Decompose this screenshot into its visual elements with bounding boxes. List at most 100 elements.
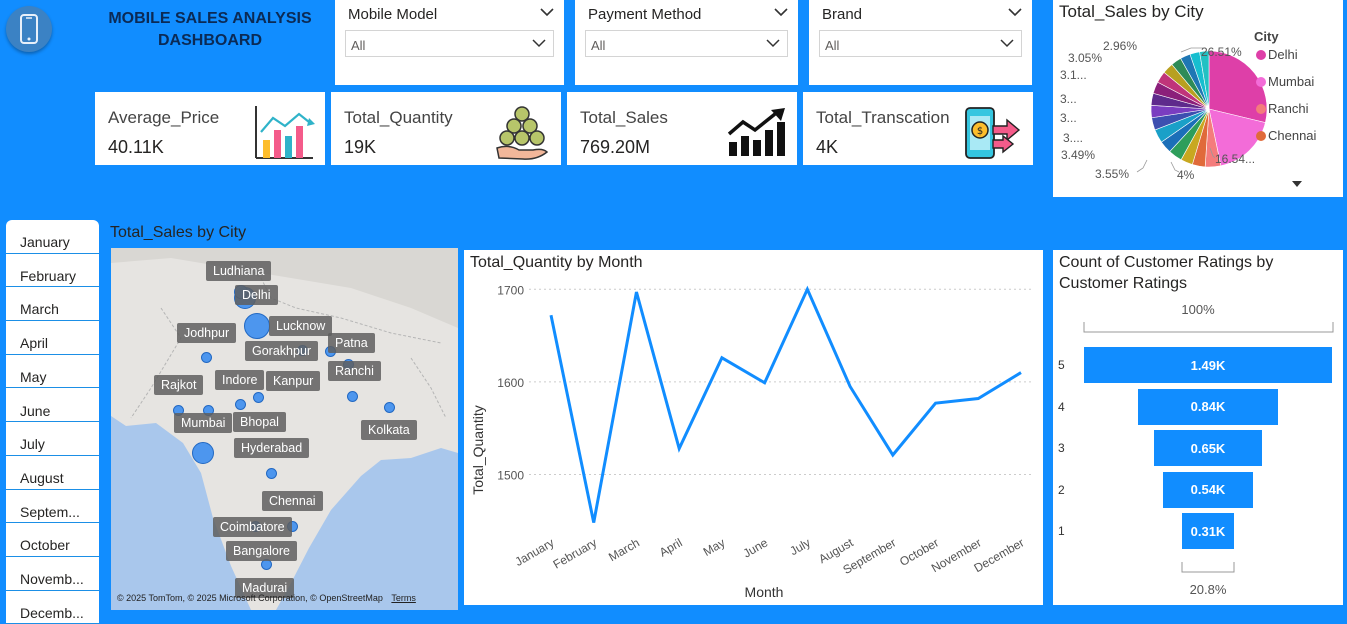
pie-label: 3...: [1060, 111, 1077, 125]
month-item[interactable]: January: [6, 220, 99, 254]
y-tick-label: 1500: [497, 468, 524, 482]
bar-chart-icon: [255, 106, 315, 159]
month-item[interactable]: Decemb...: [6, 591, 99, 624]
month-item[interactable]: April: [6, 321, 99, 355]
map-terms-link[interactable]: Terms: [391, 593, 416, 603]
month-item[interactable]: Septem...: [6, 490, 99, 524]
kpi-value: 19K: [344, 137, 377, 157]
map-city-label: Ranchi: [328, 361, 381, 381]
line-chart[interactable]: Total_Quantity by Month 1500 1600 1700 Jan…: [464, 250, 1043, 605]
map-city-label: Bangalore: [226, 541, 297, 561]
map-city-label: Delhi: [235, 285, 278, 305]
dashboard-header: MOBILE SALES ANALYSIS DASHBOARD: [0, 0, 330, 86]
dropdown-value: All: [825, 38, 840, 53]
funnel-category-label: 4: [1058, 399, 1065, 414]
chevron-down-icon[interactable]: [772, 5, 790, 19]
pie-chart[interactable]: 26.51% 16.54... 4% 3.55% 3.49% 3.... 3..…: [1053, 0, 1343, 197]
kpi-value: 40.11K: [108, 137, 164, 157]
funnel-bar[interactable]: 1.49K: [1084, 347, 1332, 383]
funnel-bar[interactable]: 0.84K: [1138, 388, 1278, 425]
month-item[interactable]: June: [6, 389, 99, 423]
map-bubble[interactable]: [266, 468, 277, 479]
pie-chart-card: Total_Sales by City 26.51% 16.54... 4% 3…: [1053, 0, 1343, 197]
funnel-bar-label: 1.49K: [1190, 357, 1226, 373]
funnel-category-label: 3: [1058, 441, 1065, 455]
brand-dropdown[interactable]: All: [819, 30, 1022, 57]
month-item[interactable]: August: [6, 456, 99, 490]
funnel-bar-label: 0.54K: [1190, 482, 1226, 497]
map-bubble[interactable]: [384, 402, 395, 413]
legend-marker: [1256, 50, 1266, 60]
map-city-label: Gorakhpur: [245, 341, 319, 361]
map-visual[interactable]: Ludhiana Delhi Jodhpur Lucknow Patna Gor…: [111, 248, 458, 610]
month-label: Novemb...: [20, 571, 84, 587]
map-city-label: Lucknow: [269, 316, 333, 336]
pie-slice[interactable]: [1208, 108, 1266, 167]
month-label: February: [20, 267, 77, 284]
pie-slice[interactable]: [1208, 50, 1268, 123]
map-city-label: Kolkata: [361, 420, 417, 440]
line-chart-card: Total_Quantity by Month 1500 1600 1700 Jan…: [464, 250, 1043, 605]
map-bubble[interactable]: [235, 399, 246, 410]
map-city-label: Coimbatore: [213, 517, 292, 537]
slicer-label: Brand: [822, 6, 863, 23]
x-tick-label: April: [657, 535, 685, 559]
funnel-category-label: 1: [1058, 524, 1065, 538]
legend-item[interactable]: Delhi: [1268, 47, 1298, 62]
pie-slices: [1150, 50, 1268, 168]
slicer-brand[interactable]: Brand All: [809, 0, 1032, 85]
month-label: June: [20, 402, 51, 419]
funnel-bar[interactable]: 0.31K: [1182, 513, 1234, 549]
map-bubble[interactable]: [192, 442, 214, 464]
map-title: Total_Sales by City: [110, 224, 247, 241]
month-item[interactable]: May: [6, 355, 99, 389]
month-item[interactable]: October: [6, 523, 99, 557]
legend-item[interactable]: Ranchi: [1268, 101, 1309, 116]
map-bubble[interactable]: [253, 392, 264, 403]
map-bubble[interactable]: [244, 313, 270, 339]
month-label: March: [20, 301, 59, 318]
funnel-title-line2: Customer Ratings: [1059, 275, 1188, 292]
kpi-average-price: Average_Price 40.11K: [95, 92, 325, 165]
map-city-label: Rajkot: [154, 375, 204, 395]
x-tick-label: March: [606, 535, 642, 564]
pie-label: 4%: [1177, 168, 1195, 182]
legend-item[interactable]: Chennai: [1268, 128, 1317, 143]
pie-legend: Delhi Mumbai Ranchi Chennai: [1256, 47, 1317, 143]
funnel-bar[interactable]: 0.65K: [1153, 430, 1263, 466]
funnel-bar-label: 0.31K: [1190, 523, 1226, 539]
funnel-category-label: 2: [1058, 482, 1065, 497]
dashboard-title: MOBILE SALES ANALYSIS DASHBOARD: [100, 8, 320, 52]
month-label: January: [20, 234, 70, 250]
slicer-payment-method[interactable]: Payment Method All: [575, 0, 798, 85]
map-bubble[interactable]: [347, 391, 358, 402]
coins-hand-icon: [496, 106, 549, 160]
line-series[interactable]: [549, 285, 1022, 523]
slicer-mobile-model[interactable]: Mobile Model All: [335, 0, 564, 85]
month-item[interactable]: July: [6, 422, 99, 456]
chevron-down-icon[interactable]: [1006, 5, 1024, 19]
chevron-down-icon[interactable]: [538, 5, 556, 19]
funnel-bar[interactable]: 0.54K: [1163, 471, 1253, 508]
y-tick-label: 1600: [497, 376, 524, 390]
legend-item[interactable]: Mumbai: [1268, 74, 1314, 89]
mobile-model-dropdown[interactable]: All: [345, 30, 554, 57]
month-slicer[interactable]: January February March April May June July Augu…: [6, 220, 99, 624]
pie-chart-title: Total_Sales by City: [1059, 2, 1204, 21]
legend-scroll-down-icon[interactable]: [1292, 181, 1302, 187]
funnel-category-label: 5: [1058, 358, 1065, 372]
funnel-card: Count of Customer Ratings by Customer Ra…: [1053, 250, 1343, 605]
map-attribution-text: © 2025 TomTom, © 2025 Microsoft Corporat…: [117, 593, 383, 603]
chevron-down-icon: [532, 39, 546, 48]
payment-method-dropdown[interactable]: All: [585, 30, 788, 57]
funnel-title: Count of Customer Ratings by Customer Ra…: [1059, 252, 1273, 294]
map-bubble[interactable]: [201, 352, 212, 363]
month-item[interactable]: Novemb...: [6, 557, 99, 591]
pie-label: 2.96%: [1103, 39, 1137, 53]
month-item[interactable]: March: [6, 287, 99, 322]
map-city-label: Patna: [328, 333, 375, 353]
pie-label: 3.1...: [1060, 68, 1087, 82]
map-city-label: Bhopal: [233, 412, 286, 432]
month-item[interactable]: February: [6, 254, 99, 288]
pie-slice[interactable]: [1199, 50, 1210, 110]
